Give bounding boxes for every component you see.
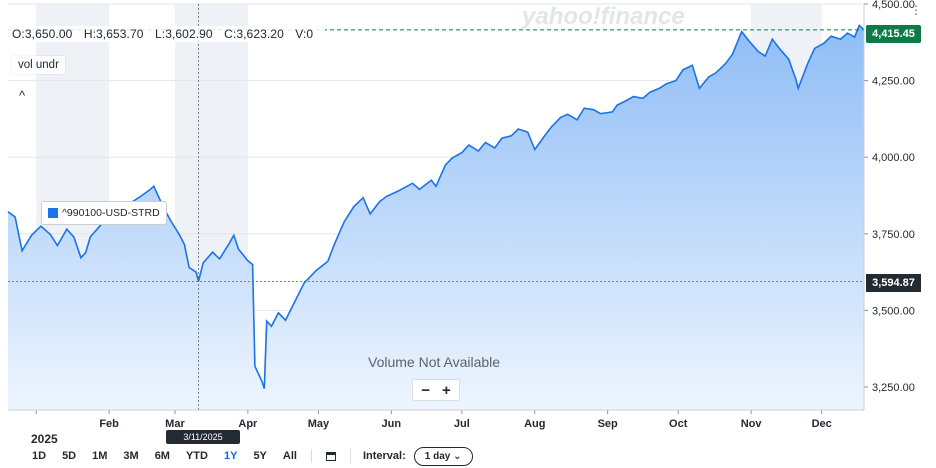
close-value: C:3,623.20: [224, 27, 284, 41]
x-tick-label: Oct: [669, 418, 688, 430]
calendar-icon[interactable]: [325, 451, 336, 461]
range-button-5y[interactable]: 5Y: [253, 450, 267, 462]
x-tick-label: Feb: [99, 418, 119, 430]
y-tick-label: 4,000.00: [872, 152, 915, 164]
range-button-1d[interactable]: 1D: [32, 450, 47, 462]
ohlc-readout: O:3,650.00 H:3,653.70 L:3,602.90 C:3,623…: [8, 26, 326, 42]
toolbar-divider: [310, 449, 312, 463]
x-tick-label: Apr: [238, 418, 258, 430]
open-value: O:3,650.00: [12, 27, 73, 41]
range-button-5d[interactable]: 5D: [62, 450, 77, 462]
range-button-ytd[interactable]: YTD: [185, 450, 208, 462]
y-axis-ticks: 3,250.00 3,500.00 3,750.00 4,000.00 4,250.00…: [8, 0, 915, 411]
y-tick-label: 4,250.00: [872, 76, 915, 88]
high-value: H:3,653.70: [83, 27, 144, 41]
x-tick-label: Jul: [454, 418, 470, 430]
interval-dropdown[interactable]: 1 day ⌄: [413, 446, 473, 466]
y-tick-label: 3,500.00: [872, 305, 915, 317]
volume-value: V:0: [295, 27, 314, 41]
low-value: L:3,602.90: [154, 27, 213, 41]
y-tick-label: 3,750.00: [872, 229, 915, 241]
cursor-date-tag: 3/11/2025: [166, 430, 240, 444]
range-button-1y[interactable]: 1Y: [223, 450, 238, 462]
x-tick-label: May: [308, 418, 330, 430]
collapse-caret-icon[interactable]: ^: [19, 88, 26, 103]
volume-not-available-text: Volume Not Available: [368, 354, 501, 370]
toolbar-divider: [349, 449, 351, 463]
zoom-out-button[interactable]: −: [421, 381, 430, 399]
series-name: ^990100-USD-STRD: [62, 207, 160, 219]
y-tick-label: 4,500.00: [872, 0, 915, 11]
cursor-price-tag: 3,594.87: [866, 274, 921, 292]
range-button-6m[interactable]: 6M: [154, 450, 170, 462]
more-menu-icon[interactable]: ⋮: [910, 3, 922, 17]
series-legend[interactable]: ^990100-USD-STRD: [41, 201, 167, 225]
last-price-tag: 4,415.45: [866, 25, 921, 43]
series-color-swatch: [48, 208, 58, 218]
year-label: 2025: [31, 432, 58, 446]
range-button-1m[interactable]: 1M: [92, 450, 108, 462]
range-button-3m[interactable]: 3M: [123, 450, 139, 462]
y-tick-label: 3,250.00: [872, 382, 915, 394]
x-tick-label: Dec: [812, 418, 832, 430]
x-tick-label: Aug: [524, 418, 545, 430]
zoom-control: − +: [412, 379, 460, 401]
volume-underlay-label[interactable]: vol undr: [12, 56, 65, 74]
interval-label: Interval:: [362, 450, 406, 462]
x-tick-label: Sep: [598, 418, 618, 430]
yahoo-finance-watermark: yahoo!finance: [522, 3, 685, 30]
x-axis-ticks: Feb Mar Apr May Jun Jul Aug Sep Oct Nov Dec: [35, 410, 832, 430]
x-tick-label: Mar: [165, 418, 185, 430]
zoom-in-button[interactable]: +: [442, 381, 451, 399]
x-tick-label: Nov: [741, 418, 763, 430]
price-line: [7, 24, 865, 389]
x-tick-label: Jun: [382, 418, 402, 430]
range-toolbar: 1D 5D 1M 3M 6M YTD 1Y 5Y All Interval: 1 day ⌄: [24, 445, 473, 467]
price-area: [8, 25, 864, 411]
range-button-all[interactable]: All: [282, 450, 297, 462]
